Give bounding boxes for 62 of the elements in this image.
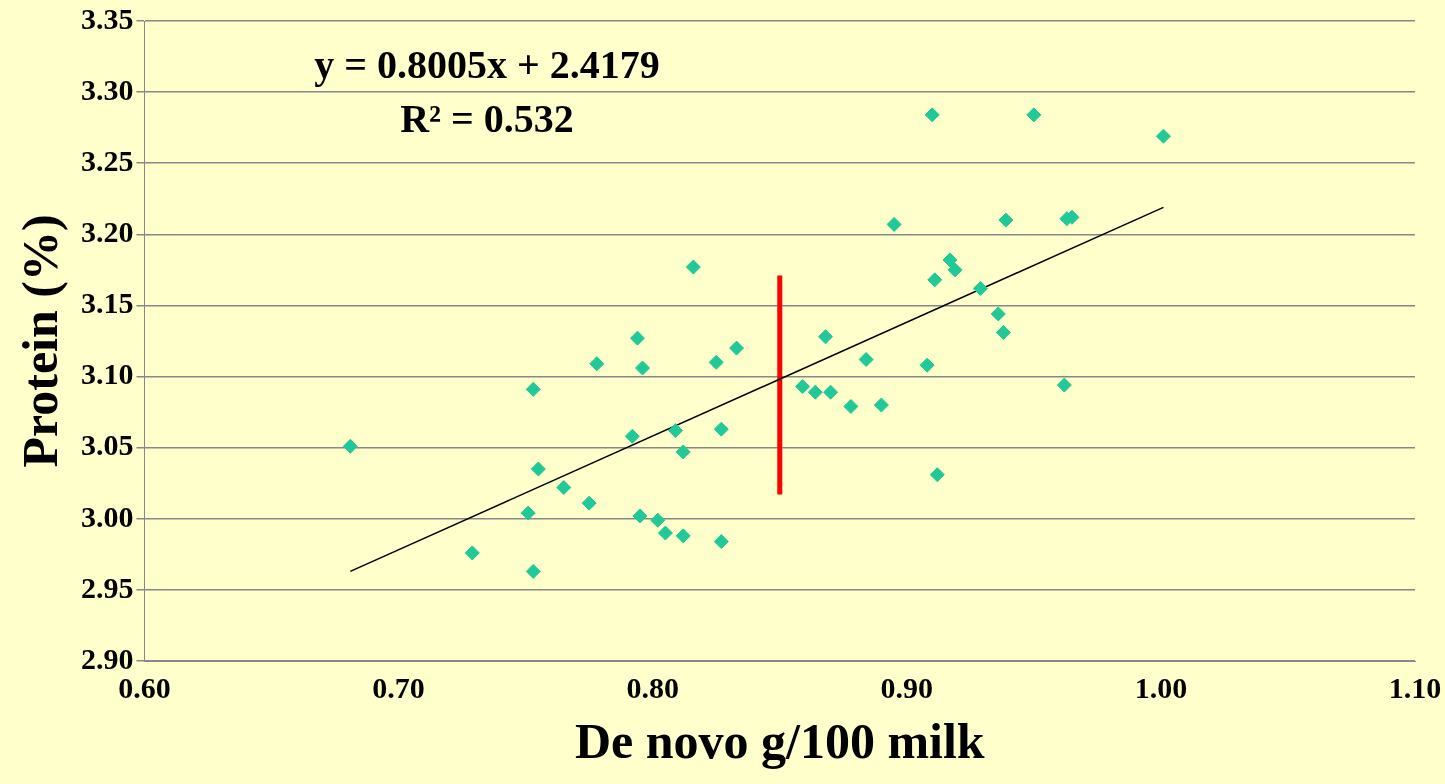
annotation: y = 0.8005x + 2.4179	[314, 42, 660, 88]
point	[713, 421, 729, 437]
x-axis-title: De novo g/100 milk	[574, 712, 985, 769]
point	[886, 216, 902, 232]
point	[520, 505, 536, 521]
point	[530, 461, 546, 477]
point	[998, 212, 1014, 228]
point	[629, 330, 645, 346]
y-tick-label: 3.00	[81, 499, 134, 533]
x-tick-label: 0.80	[626, 670, 679, 704]
point	[807, 384, 823, 400]
point	[624, 428, 640, 444]
point	[929, 467, 945, 483]
y-tick-label: 3.35	[81, 1, 134, 35]
point	[972, 280, 988, 296]
y-tick-label: 2.95	[81, 570, 134, 604]
x-tick-label: 0.90	[880, 670, 934, 704]
x-tick-label: 0.70	[372, 670, 425, 704]
point	[817, 329, 833, 345]
point	[675, 528, 691, 544]
point	[942, 252, 958, 268]
y-tick-label: 3.20	[81, 215, 134, 249]
x-tick-label: 1.10	[1388, 670, 1442, 704]
point	[525, 381, 541, 397]
point	[919, 357, 935, 373]
point	[843, 398, 859, 414]
point	[657, 525, 673, 541]
x-tick-label: 1.00	[1134, 670, 1188, 704]
point	[873, 397, 889, 413]
point	[927, 272, 943, 288]
point	[556, 479, 572, 495]
point	[685, 259, 701, 275]
point	[990, 306, 1006, 322]
point	[795, 379, 811, 395]
point	[858, 351, 874, 367]
y-tick-label: 3.30	[81, 72, 134, 106]
point	[581, 495, 597, 511]
y-tick-label: 3.25	[81, 143, 134, 177]
point	[1056, 377, 1072, 393]
y-tick-label: 3.15	[81, 286, 134, 320]
point	[823, 384, 839, 400]
point	[342, 438, 358, 454]
point	[464, 545, 480, 561]
y-axis-title: Protein (%)	[11, 214, 68, 468]
point	[589, 356, 605, 372]
point	[1026, 107, 1042, 123]
point	[635, 360, 651, 376]
point	[708, 354, 724, 370]
y-tick-label: 3.05	[81, 428, 134, 462]
point	[668, 423, 684, 439]
point	[675, 444, 691, 460]
point	[995, 324, 1011, 340]
point	[650, 512, 666, 528]
annotation: R² = 0.532	[400, 96, 574, 142]
y-tick-label: 3.10	[81, 357, 134, 391]
point	[924, 107, 940, 123]
point	[632, 508, 648, 524]
point	[729, 340, 745, 356]
point	[947, 262, 963, 278]
point	[1155, 128, 1171, 144]
point	[713, 534, 729, 550]
point	[525, 563, 541, 579]
